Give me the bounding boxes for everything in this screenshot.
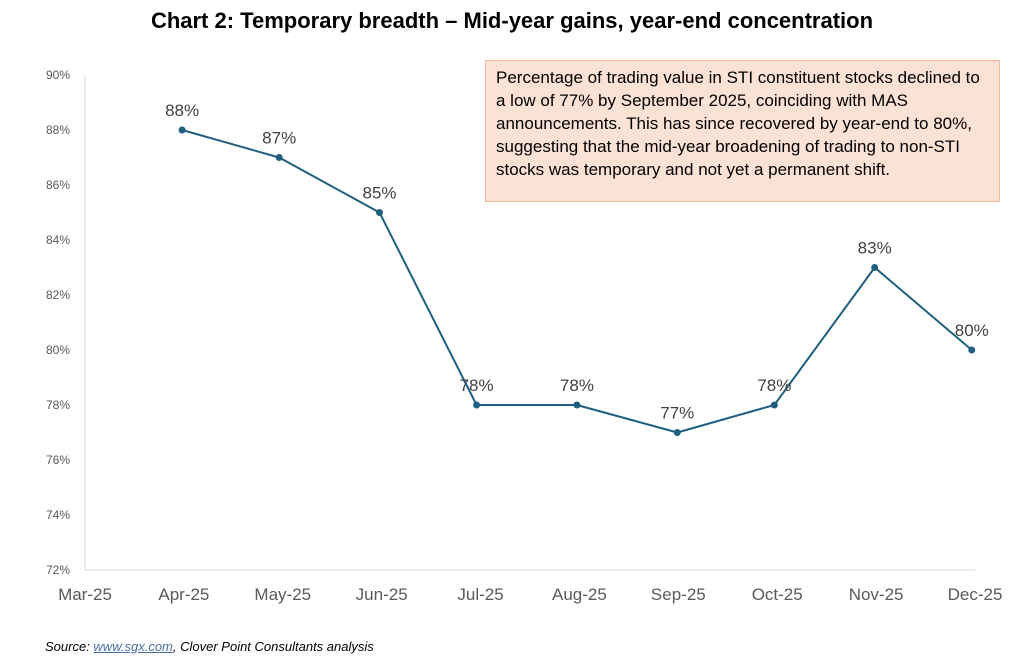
data-point (178, 126, 186, 134)
data-point (376, 209, 384, 216)
data-point (968, 346, 976, 354)
y-tick-label: 72% (46, 563, 70, 577)
x-tick-label: Mar-25 (58, 585, 112, 604)
annotation-box: Percentage of trading value in STI const… (485, 60, 1000, 202)
data-label: 87% (262, 129, 296, 148)
data-point (275, 154, 283, 161)
y-tick-label: 76% (46, 453, 70, 467)
data-point (871, 264, 879, 271)
data-point (473, 401, 481, 409)
y-tick-label: 74% (46, 508, 70, 522)
y-axis: 72% 74% 76% 78% 80% 82% 84% 86% 88% 90% (46, 68, 86, 577)
y-tick-label: 82% (46, 288, 70, 302)
data-point (573, 401, 581, 409)
x-tick-label: Jun-25 (356, 585, 408, 604)
data-point (673, 429, 681, 436)
x-axis: Mar-25 Apr-25 May-25 Jun-25 Jul-25 Aug-25 Sep-… (58, 569, 1003, 604)
data-label: 78% (757, 376, 791, 395)
data-label: 85% (362, 184, 396, 203)
chart-title: Chart 2: Temporary breadth – Mid-year ga… (150, 8, 874, 33)
data-label: 78% (560, 376, 594, 395)
y-tick-label: 88% (46, 123, 70, 137)
x-tick-label: Dec-25 (948, 585, 1003, 604)
data-label: 88% (165, 101, 199, 120)
x-tick-label: Jul-25 (457, 585, 503, 604)
source-link[interactable]: www.sgx.com (93, 639, 173, 654)
x-tick-label: Sep-25 (651, 585, 706, 604)
y-tick-label: 84% (46, 233, 70, 247)
series-line: 88% 87% 85% 78% 78% 77% 78% 83% 80% (165, 101, 989, 436)
data-label: 83% (858, 239, 892, 258)
source-suffix: , Clover Point Consultants analysis (172, 639, 374, 654)
y-tick-label: 78% (46, 398, 70, 412)
source-note: Source: www.sgx.com, Clover Point Consul… (45, 639, 374, 654)
x-tick-label: Oct-25 (752, 585, 803, 604)
data-point (770, 401, 778, 409)
x-tick-label: Apr-25 (158, 585, 209, 604)
source-prefix: Source: (45, 639, 94, 654)
data-label: 77% (660, 404, 694, 423)
x-tick-label: Aug-25 (552, 585, 607, 604)
data-label: 80% (955, 321, 989, 340)
y-tick-label: 86% (46, 178, 70, 192)
y-tick-label: 90% (46, 68, 70, 82)
x-tick-label: Nov-25 (849, 585, 904, 604)
data-label: 78% (460, 376, 494, 395)
y-tick-label: 80% (46, 343, 70, 357)
x-tick-label: May-25 (254, 585, 311, 604)
